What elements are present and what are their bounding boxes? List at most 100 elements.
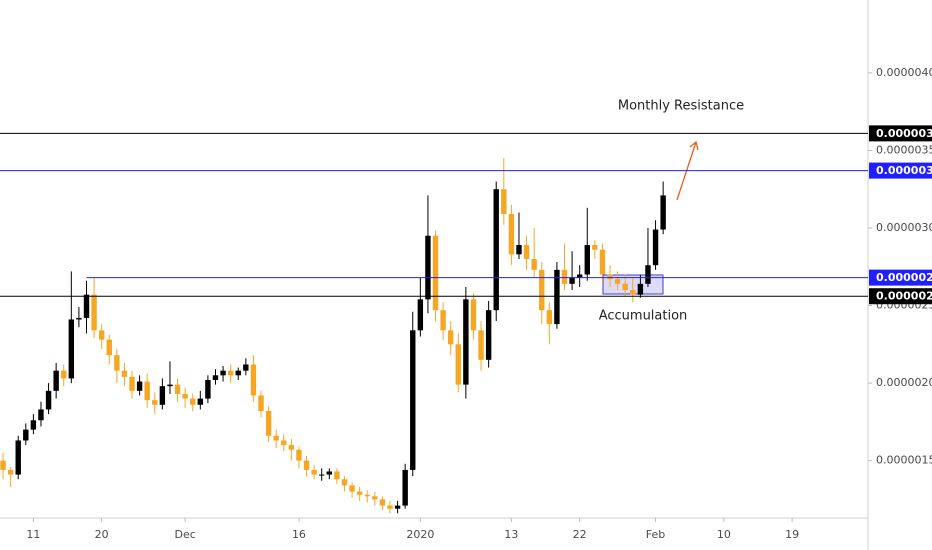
candle-body — [387, 505, 393, 509]
candle-body — [273, 435, 279, 441]
candle-body — [364, 494, 370, 497]
candle-body — [622, 283, 628, 291]
candle-body — [546, 310, 553, 325]
candle-body — [53, 370, 59, 391]
candle-body — [121, 370, 128, 377]
candle-body — [30, 420, 37, 430]
candle-body — [265, 410, 272, 436]
level-label: 0.00000361 — [876, 127, 932, 140]
candle-body — [288, 445, 295, 450]
candle-body — [190, 398, 196, 405]
candle-body — [379, 499, 386, 506]
candle-body — [296, 449, 302, 461]
candle-body — [334, 471, 340, 480]
candle-body — [637, 283, 644, 295]
candle-body — [592, 245, 598, 250]
candle-body — [159, 386, 166, 405]
candle-body — [61, 370, 67, 379]
candle-body — [106, 339, 112, 356]
candle-body — [516, 245, 522, 255]
candle-body — [98, 330, 105, 340]
candle-body — [501, 189, 507, 215]
y-tick-label: 0.00000200 — [876, 376, 932, 389]
y-tick-label: 0.00000350 — [876, 143, 932, 156]
candle-body — [440, 310, 446, 331]
candle-body — [614, 279, 621, 284]
candle-body — [243, 364, 249, 371]
candle-body — [311, 469, 317, 475]
candle-body — [394, 505, 401, 509]
candle-body — [561, 269, 568, 284]
candle-body — [319, 474, 325, 476]
candle-body — [7, 469, 14, 475]
candle-body — [493, 189, 499, 311]
x-tick-label: 11 — [26, 528, 40, 541]
candle-body — [349, 485, 355, 492]
candle-body — [227, 370, 234, 376]
candle-body — [554, 269, 560, 325]
candle-body — [174, 384, 181, 394]
candle-body — [539, 269, 545, 311]
candle-body — [576, 274, 583, 278]
candle-body — [341, 479, 348, 486]
candle-body — [584, 245, 590, 275]
annotation: Monthly Resistance — [618, 99, 744, 114]
candle-body — [129, 376, 135, 391]
candle-body — [425, 235, 431, 300]
candle-body — [15, 440, 21, 475]
candle-body — [45, 390, 52, 410]
candle-body — [68, 319, 75, 379]
candle-body — [91, 294, 97, 331]
candle-body — [0, 460, 6, 470]
candle-body — [167, 384, 173, 387]
x-tick-label: 16 — [292, 528, 306, 541]
candle-body — [402, 469, 408, 506]
candle-body — [83, 294, 90, 318]
candle-body — [455, 344, 461, 385]
candle-body — [607, 274, 613, 280]
candle-body — [599, 249, 606, 275]
level-label-box — [869, 162, 932, 179]
candle-body — [432, 235, 439, 311]
candle-body — [523, 245, 530, 259]
y-tick-label: 0.00000150 — [876, 454, 932, 467]
annotation: Accumulation — [599, 309, 688, 324]
candle-body — [645, 265, 651, 284]
candle-body — [485, 310, 492, 360]
candle-body — [258, 395, 264, 411]
x-tick-label: 22 — [573, 528, 587, 541]
candle-body — [660, 195, 666, 230]
level-label-box — [869, 288, 932, 305]
candle-body — [182, 393, 188, 399]
candle-body — [114, 355, 120, 371]
candle-body — [303, 460, 310, 470]
candle-body — [144, 381, 150, 401]
candle-body — [281, 440, 287, 446]
candle-body — [569, 277, 575, 284]
candle-body — [372, 496, 378, 500]
candle-body — [205, 379, 211, 399]
candle-body — [356, 491, 363, 495]
candle-body — [38, 409, 44, 421]
candle-body — [652, 229, 659, 266]
candle-body — [235, 370, 241, 376]
x-tick-label: 13 — [504, 528, 518, 541]
candle-body — [76, 317, 82, 320]
candle-body — [326, 471, 332, 475]
candle-body — [23, 429, 29, 441]
candle-body — [463, 299, 469, 385]
y-tick-label: 0.00000400 — [876, 66, 932, 79]
candle-body — [417, 299, 424, 331]
x-tick-label: 2020 — [406, 528, 434, 541]
candle-body — [531, 259, 537, 270]
candle-body — [508, 214, 515, 255]
level-label: 0.00000268 — [876, 271, 932, 284]
candle-body — [136, 381, 143, 391]
candle-body — [250, 364, 257, 396]
candle-body — [212, 375, 219, 380]
candle-body — [197, 398, 204, 405]
level-label: 0.00000337 — [876, 164, 932, 177]
candle-body — [152, 400, 158, 405]
